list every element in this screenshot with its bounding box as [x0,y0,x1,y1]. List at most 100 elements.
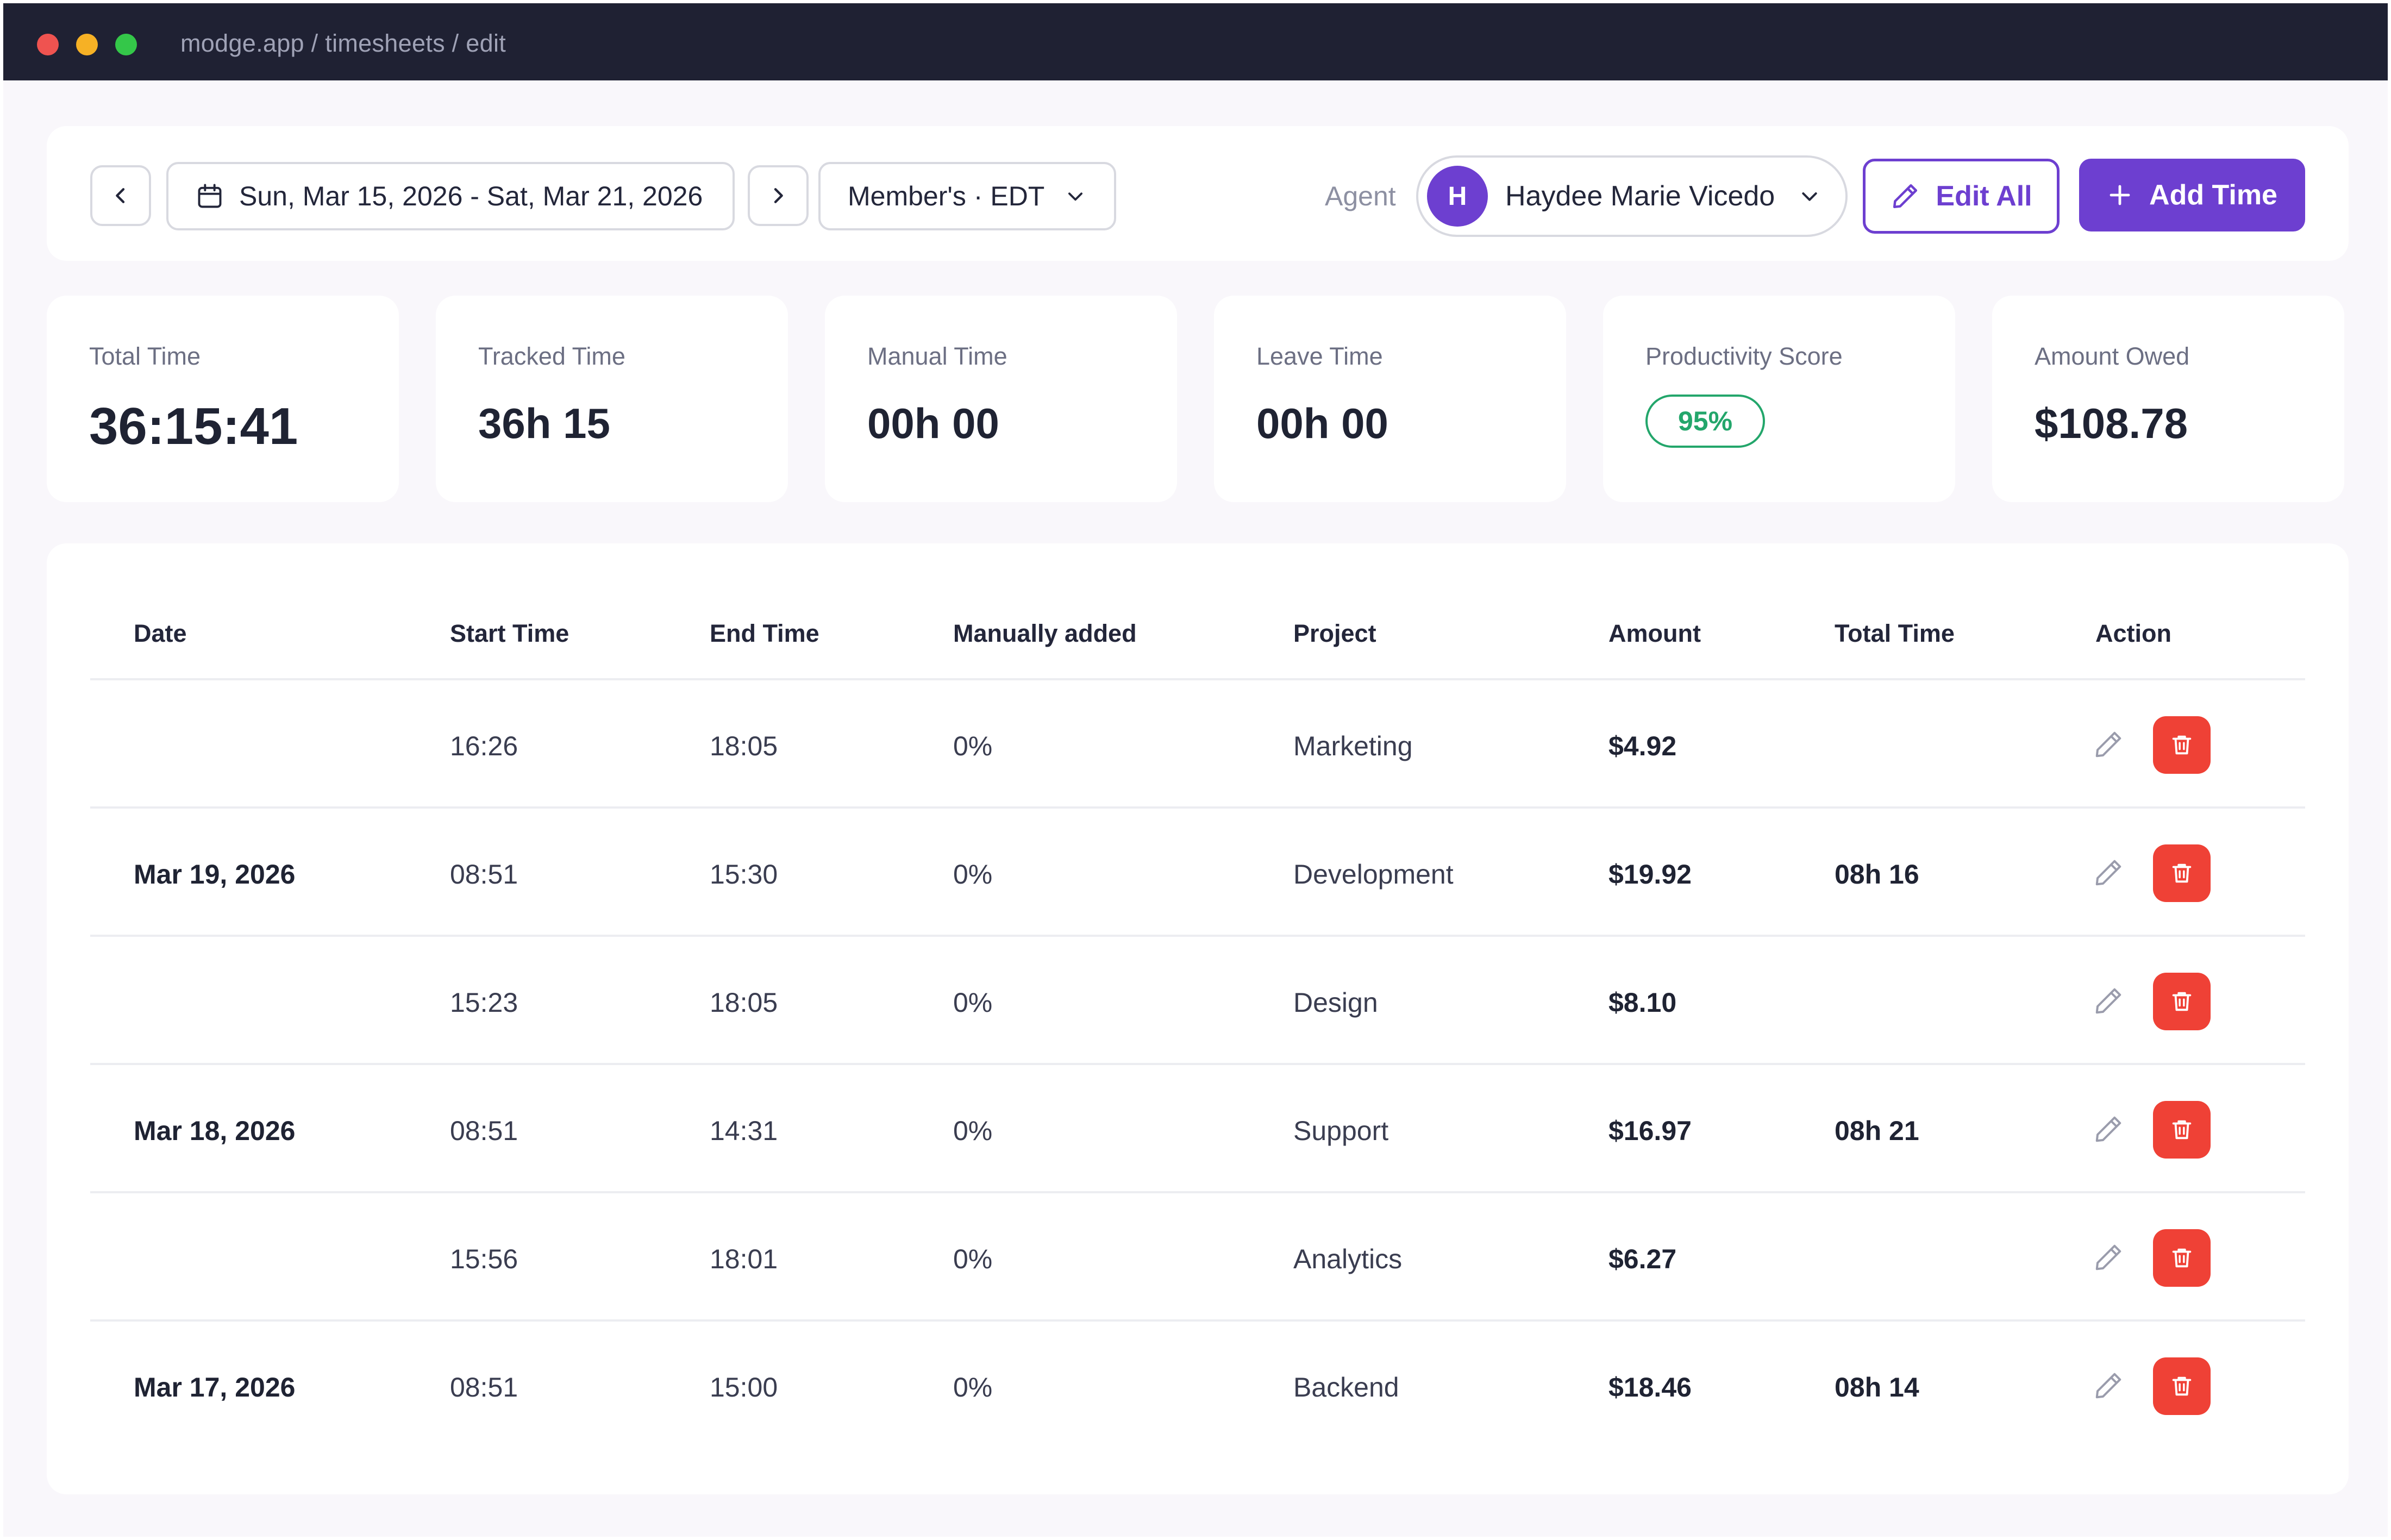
stat-label: Productivity Score [1645,342,1843,370]
cell-start-time: 08:51 [450,1372,518,1403]
cell-amount: $8.10 [1608,987,1677,1018]
stat-value: $108.78 [2035,399,2188,447]
avatar: H [1427,166,1488,227]
cell-total-time: 08h 21 [1835,1116,1919,1146]
pencil-icon [1893,184,1918,209]
trash-icon [2172,1248,2192,1268]
agent-name: Haydee Marie Vicedo [1505,180,1775,212]
stat-label: Amount Owed [2035,342,2190,370]
chevron-down-icon [1802,192,1817,201]
cell-total-time: 08h 16 [1835,859,1919,890]
edit-entry-pencil-icon[interactable] [2092,856,2125,889]
stat-value: 00h 00 [1256,399,1388,447]
divider [90,1063,2305,1065]
maximize-window-button[interactable] [115,34,137,55]
toolbar: Sun, Mar 15, 2026 - Sat, Mar 21, 2026 Me… [47,126,2349,261]
edit-entry-pencil-icon[interactable] [2092,985,2125,1017]
timesheet-table: Date Start Time End Time Manually added … [47,543,2349,1494]
edit-entry-pencil-icon[interactable] [2092,728,2125,761]
column-header-start-time[interactable]: Start Time [450,619,569,647]
previous-week-button[interactable] [90,165,151,226]
stat-label: Manual Time [867,342,1007,370]
delete-entry-button[interactable] [2153,1101,2211,1159]
cell-date: Mar 17, 2026 [134,1372,296,1403]
cell-end-time: 15:00 [710,1372,778,1403]
edit-entry-pencil-icon[interactable] [2092,1241,2125,1274]
date-range-label: Sun, Mar 15, 2026 - Sat, Mar 21, 2026 [239,181,703,211]
agent-label: Agent [1325,181,1396,211]
stat-card-productivity-score: Productivity Score 95% [1603,296,1955,502]
divider [90,1191,2305,1193]
delete-entry-button[interactable] [2153,1229,2211,1287]
column-header-date[interactable]: Date [134,619,187,647]
cell-start-time: 08:51 [450,1116,518,1146]
cell-end-time: 18:05 [710,731,778,761]
cell-amount: $16.97 [1608,1116,1692,1146]
cell-project: Design [1293,987,1378,1018]
app-window: modge.app / timesheets / edit Sun, Mar 1… [3,3,2388,1537]
column-header-action: Action [2095,619,2171,647]
timezone-label: Member's · EDT [848,181,1045,211]
cell-project: Development [1293,859,1454,890]
column-header-amount[interactable]: Amount [1608,619,1701,647]
cell-start-time: 15:23 [450,987,518,1018]
edit-all-label: Edit All [1936,180,2032,212]
agent-select[interactable]: H Haydee Marie Vicedo [1416,155,1848,237]
close-window-button[interactable] [37,34,59,55]
divider [90,935,2305,937]
divider [90,678,2305,680]
timezone-select[interactable]: Member's · EDT [818,162,1116,230]
cell-manually-added: 0% [953,1372,993,1403]
add-time-label: Add Time [2149,179,2277,211]
title-bar: modge.app / timesheets / edit [3,3,2388,80]
stat-card-tracked-time: Tracked Time 36h 15 [436,296,788,502]
cell-amount: $18.46 [1608,1372,1692,1403]
column-header-end-time[interactable]: End Time [710,619,819,647]
delete-entry-button[interactable] [2153,1357,2211,1415]
divider [90,806,2305,809]
table-row: 15:23 18:05 0% Design $8.10 [47,937,2349,1065]
cell-total-time: 08h 14 [1835,1372,1919,1403]
column-header-total-time[interactable]: Total Time [1835,619,1955,647]
cell-start-time: 08:51 [450,859,518,890]
next-week-button[interactable] [748,165,809,226]
stat-value: 36h 15 [478,399,610,447]
stat-label: Tracked Time [478,342,625,370]
chevron-down-icon [1068,192,1083,201]
stat-value: 36:15:41 [89,397,298,455]
cell-manually-added: 0% [953,731,993,761]
cell-amount: $19.92 [1608,859,1692,890]
date-range-picker[interactable]: Sun, Mar 15, 2026 - Sat, Mar 21, 2026 [166,162,735,230]
cell-manually-added: 0% [953,987,993,1018]
add-time-button[interactable]: Add Time [2079,159,2305,231]
column-header-manually-added[interactable]: Manually added [953,619,1137,647]
edit-entry-pencil-icon[interactable] [2092,1369,2125,1402]
cell-manually-added: 0% [953,1244,993,1274]
delete-entry-button[interactable] [2153,844,2211,902]
cell-date: Mar 18, 2026 [134,1116,296,1146]
calendar-icon [198,184,222,208]
edit-all-button[interactable]: Edit All [1863,159,2060,234]
stat-label: Leave Time [1256,342,1383,370]
trash-icon [2172,992,2192,1011]
stat-card-amount-owed: Amount Owed $108.78 [1992,296,2344,502]
chevron-right-icon [774,188,783,203]
cell-start-time: 15:56 [450,1244,518,1274]
cell-end-time: 14:31 [710,1116,778,1146]
stat-value: 00h 00 [867,399,999,447]
cell-end-time: 18:05 [710,987,778,1018]
url-text: modge.app / timesheets / edit [180,29,506,57]
cell-amount: $6.27 [1608,1244,1677,1274]
cell-project: Support [1293,1116,1389,1146]
edit-entry-pencil-icon[interactable] [2092,1113,2125,1145]
column-header-project[interactable]: Project [1293,619,1376,647]
plus-icon [2110,185,2130,205]
stat-card-manual-time: Manual Time 00h 00 [825,296,1177,502]
cell-start-time: 16:26 [450,731,518,761]
minimize-window-button[interactable] [76,34,98,55]
delete-entry-button[interactable] [2153,716,2211,774]
trash-icon [2172,1376,2192,1396]
delete-entry-button[interactable] [2153,973,2211,1030]
productivity-badge: 95% [1645,395,1765,448]
cell-amount: $4.92 [1608,731,1677,761]
